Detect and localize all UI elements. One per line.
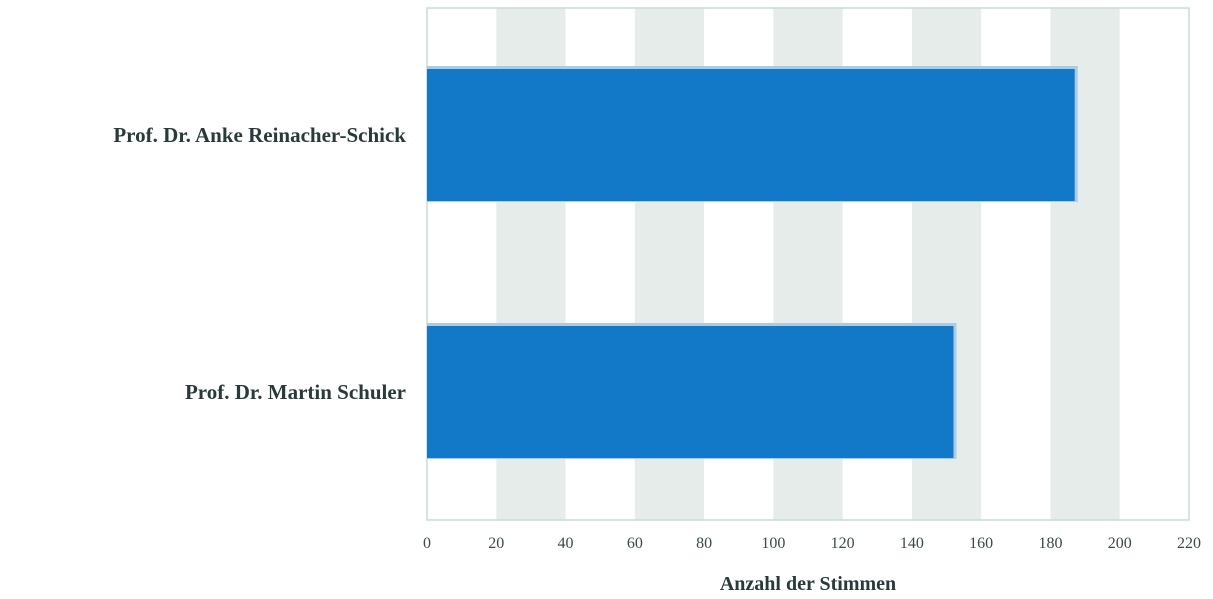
x-tick-label: 120 (831, 535, 855, 552)
x-tick-label: 140 (900, 535, 924, 552)
x-tick-label: 180 (1038, 535, 1062, 552)
x-tick-label: 200 (1108, 535, 1132, 552)
category-label-2: Prof. Dr. Martin Schuler (185, 380, 406, 404)
bar-1 (427, 69, 1075, 201)
x-tick-label: 160 (969, 535, 993, 552)
x-tick-label: 60 (627, 535, 643, 552)
x-tick-labels: 0 20 40 60 80 100 120 140 160 180 200 220 (423, 535, 1201, 552)
x-tick-label: 80 (696, 535, 712, 552)
x-tick-label: 40 (558, 535, 574, 552)
x-axis-title: Anzahl der Stimmen (720, 573, 896, 594)
category-label-1: Prof. Dr. Anke Reinacher-Schick (113, 123, 406, 147)
bars (427, 66, 1078, 459)
x-tick-label: 20 (488, 535, 504, 552)
bar-2 (427, 326, 954, 458)
x-tick-label: 100 (761, 535, 785, 552)
x-tick-label: 0 (423, 535, 431, 552)
plot-frame (426, 7, 1190, 521)
category-labels: Prof. Dr. Anke Reinacher-Schick Prof. Dr.… (113, 123, 406, 404)
x-tick-label: 220 (1177, 535, 1201, 552)
